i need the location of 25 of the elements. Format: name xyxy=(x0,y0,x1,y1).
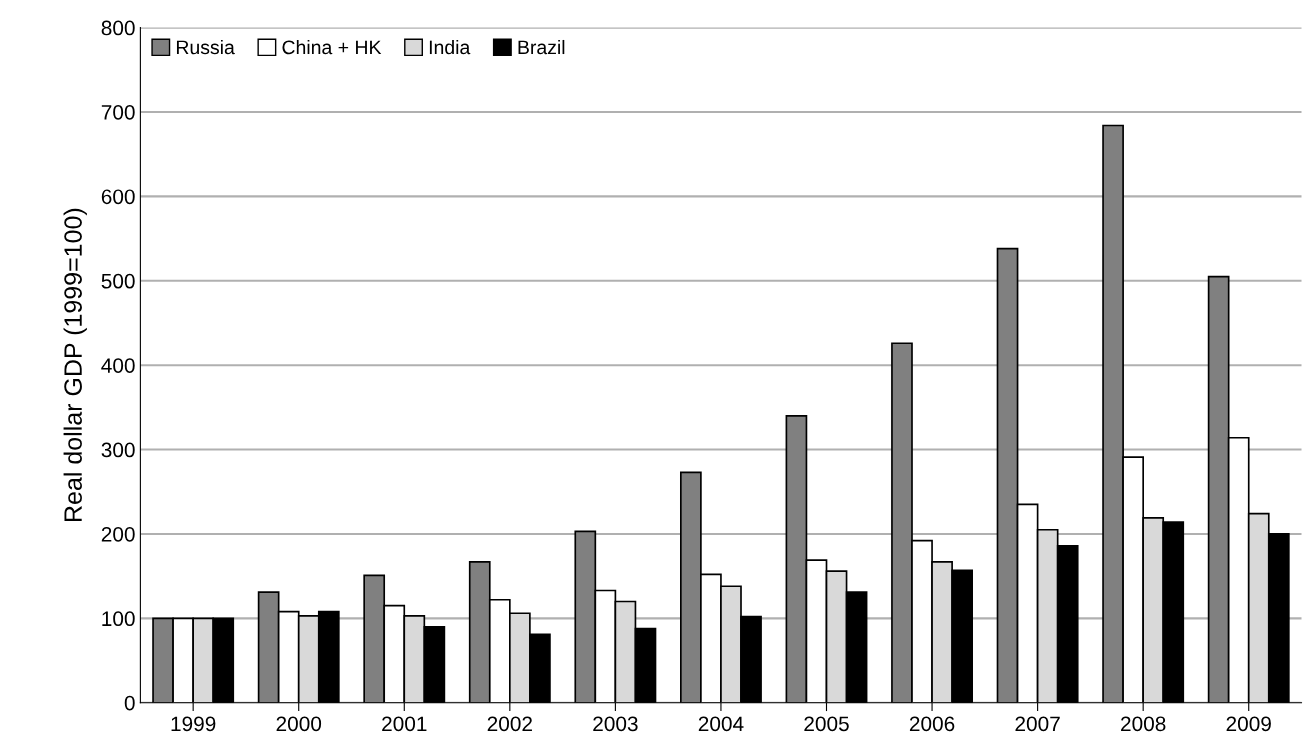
legend-label: Brazil xyxy=(518,39,565,55)
y-tick-label: 0 xyxy=(124,695,135,711)
legend-label: Russia xyxy=(176,39,235,55)
y-tick-label: 200 xyxy=(101,526,135,542)
y-tick-label: 500 xyxy=(101,273,135,289)
y-tick-label: 100 xyxy=(102,611,135,627)
x-tick-label: 1999 xyxy=(171,716,216,732)
y-tick-label: 700 xyxy=(101,104,135,120)
x-tick-label: 2008 xyxy=(1121,716,1166,732)
y-tick-label: 800 xyxy=(101,20,135,36)
legend-label: India xyxy=(429,39,471,55)
y-tick-label: 300 xyxy=(101,442,135,458)
x-tick-label: 2006 xyxy=(909,716,955,732)
y-tick-label: 400 xyxy=(101,358,135,373)
x-tick-label: 2005 xyxy=(804,716,849,732)
x-tick-label: 2000 xyxy=(276,716,322,732)
x-tick-label: 2007 xyxy=(1015,716,1060,732)
x-tick-label: 2003 xyxy=(593,716,638,732)
x-tick-label: 2002 xyxy=(487,716,532,732)
x-tick-label: 2001 xyxy=(382,716,427,732)
y-axis-title: Real dollar GDP (1999=100) xyxy=(63,208,87,521)
legend-label: China + HK xyxy=(282,39,382,55)
x-tick-label: 2004 xyxy=(698,716,744,732)
y-tick-label: 600 xyxy=(101,189,135,205)
x-tick-label: 2009 xyxy=(1226,716,1271,732)
